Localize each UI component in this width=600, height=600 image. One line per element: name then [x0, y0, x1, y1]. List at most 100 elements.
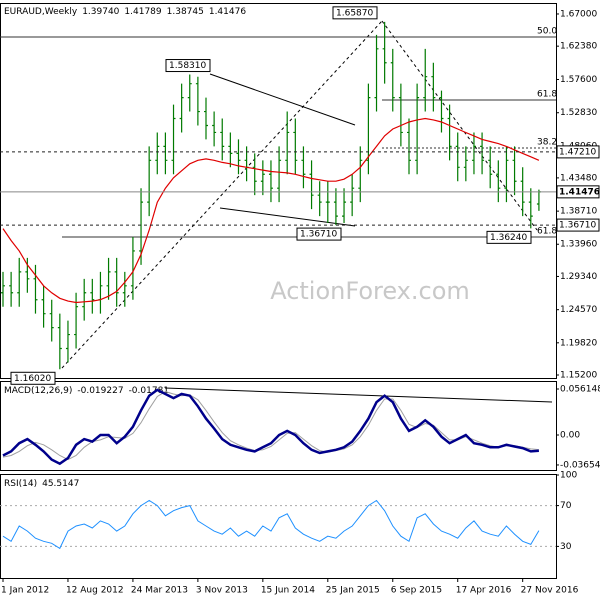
- trendline: [164, 387, 553, 403]
- ohlc-bar: [1, 271, 5, 307]
- ohlc-bar: [114, 257, 119, 307]
- macd-panel: [0, 381, 557, 471]
- ohlc-bar: [488, 146, 493, 189]
- ohlc-bar: [90, 278, 95, 314]
- rsi-title: RSI(14) 45.5147: [4, 479, 79, 489]
- x-tick-label: 24 Mar 2013: [131, 586, 188, 596]
- ohlc-bar: [106, 257, 111, 300]
- x-tick-label: 25 Jan 2015: [326, 586, 380, 596]
- ohlc-bar: [431, 62, 436, 112]
- ohlc-bar: [179, 83, 184, 133]
- price-bars: [1, 21, 541, 370]
- price-annotation-box: [486, 230, 532, 244]
- x-tick-label: 1 Jan 2012: [1, 586, 49, 596]
- trendline: [61, 20, 383, 369]
- trendline: [209, 73, 356, 126]
- level-label: 1.41476: [559, 187, 600, 197]
- macd-title: MACD(12,26,9) -0.019227 -0.01781: [4, 386, 169, 396]
- ohlc-bar: [382, 21, 387, 84]
- chart-title: EURAUD,Weekly 1.39740 1.41789 1.38745 1.4147…: [4, 7, 246, 17]
- price-annotation: 1.58310: [169, 61, 206, 71]
- rsi-value: 45.5147: [42, 479, 79, 489]
- price-annotation-box: [10, 371, 56, 385]
- ohlc-bar: [228, 132, 233, 168]
- ohlc-bar: [536, 189, 541, 211]
- x-tick-label: 15 Jun 2014: [261, 586, 315, 596]
- x-tick-label: 12 Aug 2012: [66, 586, 124, 596]
- y-tick-label: 1.67000: [560, 9, 597, 19]
- ohlc-bar: [252, 153, 257, 196]
- ohlc-bar: [147, 146, 152, 217]
- ohlc-bar: [277, 146, 282, 203]
- header-value: 1.41789: [124, 7, 161, 17]
- level-label: 1.47210: [559, 147, 596, 157]
- line: [2, 499, 540, 550]
- macd-value: -0.019227: [77, 386, 123, 396]
- price-annotation: 1.16020: [14, 374, 51, 384]
- ohlc-bar: [350, 174, 355, 217]
- header-value: 1.39740: [82, 7, 119, 17]
- y-tick-label: 1.38710: [560, 207, 597, 217]
- ohlc-bar: [122, 271, 127, 307]
- y-tick-label: 1.62380: [560, 42, 597, 52]
- ohlc-bar: [74, 292, 79, 349]
- ohlc-bar: [98, 271, 103, 314]
- x-tick-label: 27 Nov 2016: [521, 586, 579, 596]
- fib-label: 38.2: [537, 138, 557, 148]
- ohlc-bar: [155, 132, 160, 175]
- header-value: 1.41476: [209, 7, 246, 17]
- rsi-panel: [0, 474, 557, 579]
- ohlc-bar: [41, 285, 46, 328]
- level-box: [556, 185, 600, 199]
- trendline: [219, 207, 356, 227]
- trendline: [381, 20, 538, 231]
- ohlc-bar: [293, 118, 298, 175]
- ohlc-bar: [301, 146, 306, 189]
- watermark: ActionForex.com: [270, 277, 470, 305]
- y-tick-label: 1.43480: [560, 173, 597, 183]
- ohlc-bar: [139, 188, 144, 265]
- y-tick-label: 1.24570: [560, 305, 597, 315]
- ohlc-bar: [57, 313, 62, 370]
- title: EURAUD,Weekly: [4, 7, 78, 17]
- x-tick-label: 17 Apr 2016: [456, 586, 512, 596]
- ohlc-bar: [309, 160, 314, 210]
- level-box: [556, 145, 600, 159]
- y-tick-label: -0.036548: [560, 460, 600, 470]
- price-annotation: 1.65870: [336, 8, 373, 18]
- ohlc-bar: [163, 132, 168, 175]
- price-annotation: 1.36240: [490, 233, 527, 243]
- level-label: 1.36710: [559, 221, 596, 231]
- ohlc-bar: [17, 257, 22, 307]
- y-tick-label: 0.056148: [560, 385, 600, 395]
- moving-average: [2, 117, 540, 304]
- y-tick-label: 100: [560, 471, 577, 481]
- ohlc-bar: [33, 264, 38, 314]
- ohlc-bar: [455, 132, 460, 182]
- y-tick-label: 1.19820: [560, 338, 597, 348]
- macd-value: -0.01781: [129, 386, 169, 396]
- ohlc-bar: [374, 34, 379, 112]
- ohlc-bar: [212, 111, 217, 147]
- ohlc-bar: [504, 146, 509, 203]
- ohlc-bar: [415, 83, 420, 175]
- ohlc-bar: [358, 146, 363, 203]
- fib-label: 50.0: [537, 27, 557, 37]
- y-tick-label: 1.57600: [560, 75, 597, 85]
- ohlc-bar: [236, 139, 241, 175]
- line: [2, 388, 539, 466]
- ohlc-bar: [195, 76, 200, 126]
- ohlc-bar: [204, 97, 208, 140]
- ohlc-bar: [317, 181, 322, 217]
- price-annotation-box: [332, 6, 378, 20]
- y-tick-label: 1.15200: [560, 371, 597, 381]
- price-annotation-box: [165, 59, 211, 73]
- y-tick-label: 0.00: [560, 431, 580, 441]
- ohlc-bar: [187, 74, 192, 112]
- ohlc-bar: [325, 181, 330, 224]
- trendlines: [0, 20, 556, 403]
- ohlc-bar: [463, 146, 468, 182]
- ohlc-bar: [447, 104, 452, 161]
- ohlc-bar: [65, 320, 70, 363]
